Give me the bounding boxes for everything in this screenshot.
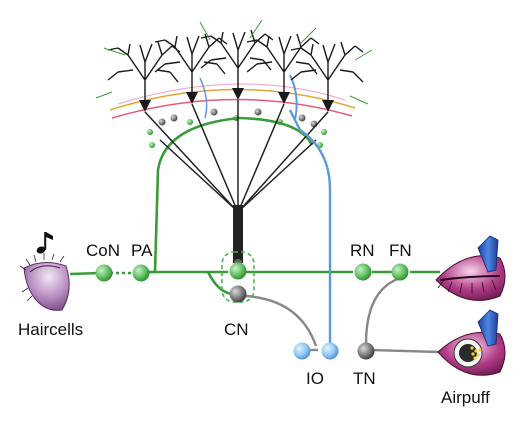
mossy-fiber-to-cortex	[141, 116, 314, 274]
cn-excitatory-node	[229, 262, 247, 280]
tn-to-fn-line	[364, 276, 401, 345]
airpuff-dots	[470, 346, 482, 360]
airpuff-label: Airpuff	[441, 388, 490, 407]
purkinje-cell	[200, 29, 274, 100]
purkinje-cell	[290, 41, 364, 112]
cn-boundary	[221, 251, 255, 303]
tn-label: TN	[353, 369, 376, 388]
purkinje-axon-bundle	[144, 100, 329, 211]
parallel-fiber-pink	[117, 83, 346, 105]
tn-node	[357, 342, 375, 360]
cerebellar-cortex	[95, 19, 373, 148]
purkinje-cell	[246, 33, 320, 104]
mossy-fiber-pathway	[69, 116, 440, 296]
airpuff-nozzle-icon	[477, 235, 499, 273]
mossy-fiber-terminals	[95, 19, 373, 105]
closed-eyelid-icon	[435, 235, 506, 301]
cn-to-io-inhibitory	[245, 294, 318, 347]
climbing-fiber-branch	[289, 74, 298, 121]
haircells-label: Haircells	[18, 320, 84, 339]
mossy-collateral	[206, 271, 233, 296]
fn-node	[391, 263, 409, 281]
climbing-fiber-branch	[199, 77, 208, 119]
io-label: IO	[306, 369, 324, 388]
io-node-right	[321, 342, 339, 360]
fn-label: FN	[389, 241, 412, 260]
climbing-fiber	[288, 109, 332, 348]
open-eye-icon	[437, 309, 506, 376]
airpuff-nozzle-icon	[477, 309, 499, 347]
purkinje-tract	[233, 205, 243, 263]
rn-node	[354, 263, 372, 281]
cn-label: CN	[224, 320, 249, 339]
io-node-left	[293, 342, 311, 360]
parallel-fiber-red	[111, 98, 353, 119]
pa-label: PA	[131, 241, 153, 260]
music-note-icon	[36, 232, 53, 254]
gray-pathways	[245, 276, 441, 354]
airpuff-to-tn-line	[371, 348, 441, 354]
con-node	[95, 264, 113, 282]
con-label: CoN	[86, 241, 121, 260]
auditory-nerve-line	[69, 271, 101, 276]
pa-node	[132, 264, 150, 282]
cn-inhibitory-node	[229, 285, 247, 303]
purkinje-cell	[154, 33, 228, 104]
rn-label: RN	[350, 241, 375, 260]
haircells-icon	[19, 253, 70, 311]
